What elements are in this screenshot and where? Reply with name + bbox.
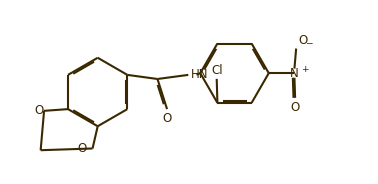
Text: −: − (305, 38, 313, 47)
Text: +: + (301, 65, 308, 74)
Text: N: N (290, 67, 299, 80)
Text: O: O (291, 101, 300, 114)
Text: O: O (163, 112, 172, 125)
Text: HN: HN (191, 68, 209, 81)
Text: Cl: Cl (211, 63, 223, 77)
Text: O: O (34, 104, 43, 117)
Text: O: O (298, 34, 307, 47)
Text: O: O (77, 141, 86, 155)
